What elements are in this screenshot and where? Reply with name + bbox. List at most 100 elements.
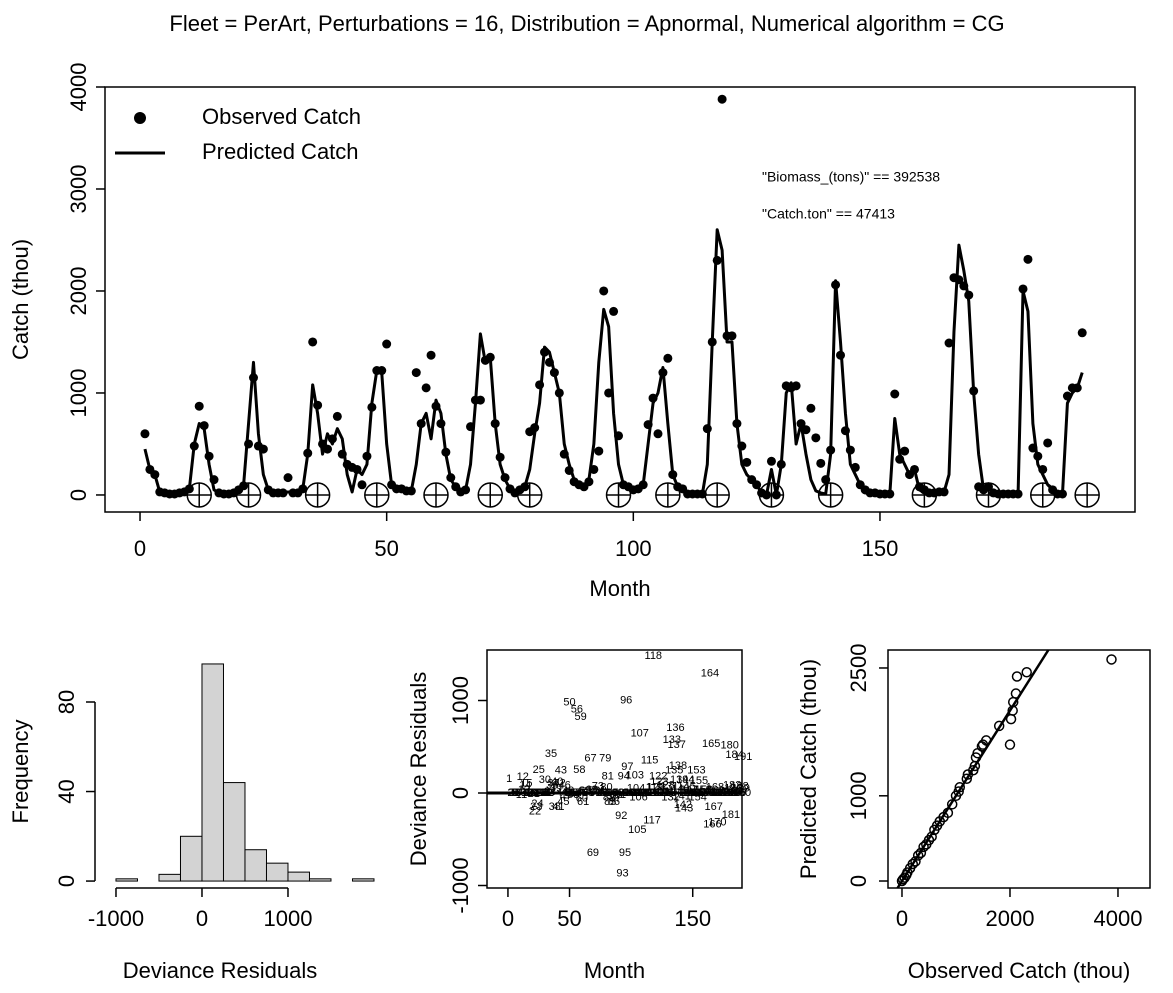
residual-label: 79	[599, 753, 611, 765]
residual-label: 60	[576, 792, 588, 804]
residual-label: 168	[706, 781, 724, 793]
y-tick-label: 1000	[846, 771, 871, 820]
residual-label: 122	[649, 770, 667, 782]
zero-marker	[655, 482, 681, 508]
observed-point	[727, 331, 737, 341]
residual-label: 22	[529, 805, 541, 817]
residual-label: 163	[700, 787, 718, 799]
residual-label: 105	[628, 824, 646, 836]
residual-label: 190	[733, 787, 751, 799]
residual-label: 31	[540, 787, 552, 799]
residual-label: 5	[511, 787, 517, 799]
residual-label: 20	[526, 787, 538, 799]
residual-label: 59	[574, 711, 586, 723]
residual-label: 87	[609, 792, 621, 804]
residual-label: 135	[665, 765, 683, 777]
y-axis-title: Deviance Residuals	[406, 672, 431, 866]
residual-label: 63	[579, 785, 591, 797]
observed-point	[194, 401, 204, 411]
observed-point	[900, 446, 910, 456]
observed-point	[382, 339, 392, 349]
x-axis-title: Month	[584, 958, 645, 983]
zero-marker	[186, 482, 212, 508]
residual-label: 143	[675, 803, 693, 815]
residual-label: 10	[514, 787, 526, 799]
x-tick-label: 50	[374, 536, 398, 561]
residual-label: 99	[624, 787, 636, 799]
x-tick-label: -1000	[88, 906, 144, 931]
residual-label: 80	[600, 781, 612, 793]
y-tick-label: 4000	[66, 63, 91, 112]
residual-label: 40	[551, 776, 563, 788]
residual-label: 148	[681, 787, 699, 799]
residual-label: 180	[721, 740, 739, 752]
zero-marker	[423, 482, 449, 508]
residual-label: 162	[698, 786, 716, 798]
observed-point	[717, 94, 727, 104]
zero-marker	[1074, 482, 1100, 508]
y-tick-label: 2000	[66, 267, 91, 316]
residual-label: 97	[621, 761, 633, 773]
residual-label: 153	[687, 765, 705, 777]
y-tick-label: 80	[54, 690, 79, 714]
residual-label: 75	[594, 787, 606, 799]
y-axis-title: Predicted Catch (thou)	[796, 659, 821, 879]
scatter-point	[923, 834, 935, 846]
residual-label: 110	[635, 787, 653, 799]
residual-label: 92	[615, 810, 627, 822]
y-axis-title: Frequency	[8, 720, 33, 824]
plot-frame	[486, 649, 743, 889]
y-tick-label: 0	[66, 489, 91, 501]
observed-point	[811, 433, 821, 443]
residual-label: 103	[626, 769, 644, 781]
zero-marker	[364, 482, 390, 508]
residual-label: 131	[660, 780, 678, 792]
chart-title: Fleet = PerArt, Perturbations = 16, Dist…	[169, 11, 1004, 36]
residual-label: 50	[563, 696, 575, 708]
zero-marker	[975, 482, 1002, 508]
residual-label: 102	[624, 787, 642, 799]
residual-label: 19	[525, 787, 537, 799]
observed-point	[1018, 284, 1028, 294]
observed-point	[475, 395, 485, 405]
residual-label: 29	[538, 787, 550, 799]
x-tick-label: 2000	[986, 906, 1035, 931]
residual-label: 81	[602, 770, 614, 782]
x-tick-label: 1000	[264, 906, 313, 931]
residual-label: 28	[536, 787, 548, 799]
residual-label: 74	[593, 785, 605, 797]
histogram-bar	[115, 878, 138, 882]
residual-label: 33	[542, 787, 554, 799]
residual-label: 23	[530, 801, 542, 813]
residual-label: 37	[547, 778, 559, 790]
residual-label: 136	[666, 722, 684, 734]
residual-label: 88	[610, 789, 622, 801]
residual-label: 14	[519, 780, 531, 792]
residual-label: 55	[570, 787, 582, 799]
residual-label: 98	[623, 787, 635, 799]
x-tick-label: 0	[134, 536, 146, 561]
residual-label: 173	[712, 787, 730, 799]
zero-marker	[516, 482, 543, 508]
residual-label: 119	[646, 781, 664, 793]
residual-label: 39	[550, 782, 562, 794]
zero-marker	[235, 482, 262, 508]
residual-label: 36	[546, 780, 558, 792]
residual-label: 189	[732, 782, 750, 794]
residual-label: 144	[676, 774, 694, 786]
residual-label: 73	[592, 780, 604, 792]
residual-label: 128	[656, 780, 674, 792]
residual-label: 104	[627, 782, 645, 794]
residual-label: 127	[655, 787, 673, 799]
residual-label: 56	[571, 704, 583, 716]
legend-label: Observed Catch	[202, 104, 361, 129]
residual-label: 45	[557, 796, 569, 808]
x-tick-label: 50	[557, 906, 581, 931]
legend-label: Predicted Catch	[202, 139, 359, 164]
residual-label: 174	[713, 787, 731, 799]
observed-point	[890, 389, 900, 399]
residual-label: 46	[558, 780, 570, 792]
residual-label: 149	[682, 787, 700, 799]
histogram-bar	[201, 663, 224, 882]
